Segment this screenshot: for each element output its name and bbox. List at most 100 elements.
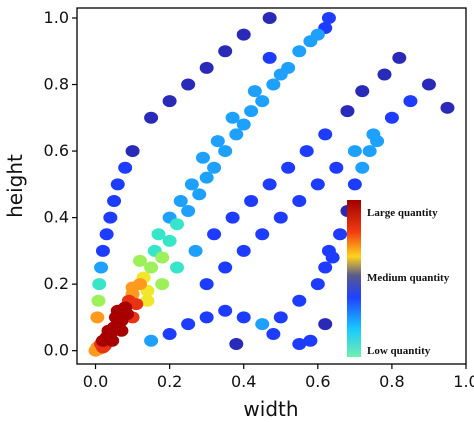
scatter-point — [392, 51, 407, 64]
scatter-point — [292, 338, 307, 351]
scatter-point — [266, 78, 281, 91]
scatter-point — [318, 318, 333, 331]
scatter-point — [195, 151, 210, 164]
scatter-point — [218, 45, 233, 58]
scatter-point — [262, 11, 277, 24]
x-axis-ticks: 0.0 0.2 0.4 0.6 0.8 1.0 — [83, 364, 474, 391]
y-axis-label: height — [3, 154, 27, 218]
scatter-point — [355, 85, 370, 98]
scatter-point — [262, 51, 277, 64]
scatter-point — [355, 161, 370, 174]
scatter-point — [118, 161, 133, 174]
scatter-point — [162, 234, 177, 247]
scatter-point — [170, 218, 185, 231]
scatter-point — [236, 28, 251, 41]
scatter-point — [292, 45, 307, 58]
scatter-point — [225, 211, 240, 224]
scatter-point — [255, 318, 270, 331]
scatter-point — [262, 178, 277, 191]
scatter-point — [184, 178, 199, 191]
scatter-point — [370, 135, 385, 148]
scatter-point — [347, 178, 362, 191]
scatter-point — [144, 334, 159, 347]
scatter-point — [247, 85, 262, 98]
scatter-point — [318, 261, 333, 274]
scatter-point — [218, 145, 233, 158]
scatter-point — [155, 278, 170, 291]
scatter-point — [329, 161, 344, 174]
scatter-point — [218, 261, 233, 274]
scatter-point — [107, 194, 122, 207]
scatter-point — [110, 178, 125, 191]
scatter-point — [207, 161, 222, 174]
scatter-point — [347, 145, 362, 158]
scatter-point — [255, 228, 270, 241]
scatter-point — [199, 61, 214, 74]
scatter-point — [273, 211, 288, 224]
scatter-point — [440, 101, 455, 114]
y-tick-label: 0.6 — [44, 141, 69, 160]
scatter-point — [162, 95, 177, 108]
scatter-point — [292, 294, 307, 307]
scatter-point — [140, 294, 155, 307]
scatter-point — [377, 68, 392, 81]
y-tick-label: 1.0 — [44, 8, 69, 27]
scatter-point — [273, 68, 288, 81]
scatter-point — [132, 254, 147, 267]
scatter-point — [384, 111, 399, 124]
scatter-point — [188, 244, 203, 257]
scatter-point — [273, 311, 288, 324]
scatter-point — [155, 251, 170, 264]
scatter-point — [192, 188, 207, 201]
scatter-point — [303, 35, 318, 48]
scatter-point — [170, 261, 185, 274]
scatter-point — [162, 328, 177, 341]
scatter-point — [236, 311, 251, 324]
x-tick-label: 0.0 — [83, 372, 108, 391]
scatter-point — [199, 278, 214, 291]
scatter-point — [99, 228, 114, 241]
scatter-point — [207, 228, 222, 241]
y-tick-label: 0.2 — [44, 274, 69, 293]
scatter-point — [94, 261, 109, 274]
scatter-point — [181, 78, 196, 91]
scatter-point — [299, 145, 314, 158]
scatter-point — [210, 135, 225, 148]
scatter-point — [229, 128, 244, 141]
x-tick-label: 0.6 — [305, 372, 330, 391]
scatter-point — [95, 244, 110, 257]
x-tick-label: 0.4 — [231, 372, 256, 391]
scatter-point — [92, 278, 107, 291]
scatter-point — [325, 251, 340, 264]
scatter-point — [107, 321, 122, 334]
scatter-point — [181, 204, 196, 217]
x-axis-label: width — [243, 397, 298, 421]
scatter-point — [151, 228, 166, 241]
scatter-point — [90, 311, 105, 324]
density-legend: Large quantity Medium quantity Low quant… — [347, 200, 450, 357]
scatter-point — [218, 304, 233, 317]
scatter-point — [236, 118, 251, 131]
scatter-point — [229, 338, 244, 351]
scatter-point — [103, 211, 118, 224]
scatter-point — [310, 278, 325, 291]
plot-frame — [76, 7, 467, 365]
scatter-point — [362, 145, 377, 158]
scatter-point — [333, 228, 348, 241]
y-tick-label: 0.8 — [44, 75, 69, 94]
scatter-point — [403, 95, 418, 108]
scatter-point — [340, 105, 355, 118]
scatter-point — [199, 171, 214, 184]
scatter-point — [199, 311, 214, 324]
scatter-point — [225, 111, 240, 124]
scatter-point — [144, 111, 159, 124]
x-tick-label: 1.0 — [453, 372, 474, 391]
x-tick-label: 0.2 — [157, 372, 182, 391]
y-tick-label: 0.4 — [44, 208, 69, 227]
scatter-point — [255, 95, 270, 108]
x-tick-label: 0.8 — [379, 372, 404, 391]
legend-label-large: Large quantity — [367, 207, 438, 219]
scatter-point — [281, 161, 296, 174]
legend-color-bar — [347, 200, 361, 357]
